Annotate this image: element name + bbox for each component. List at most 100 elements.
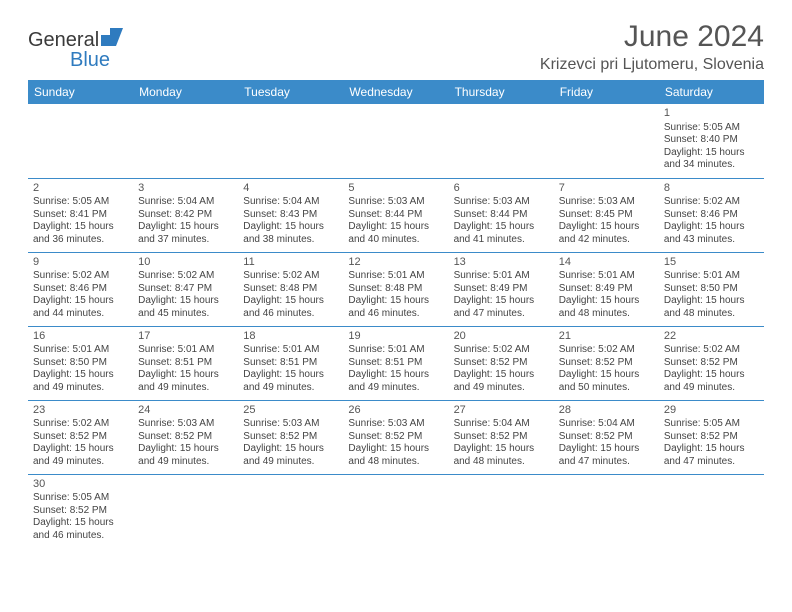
sunset-text: Sunset: 8:48 PM [243, 283, 338, 296]
sunset-text: Sunset: 8:44 PM [454, 209, 549, 222]
sunrise-text: Sunrise: 5:04 AM [559, 418, 654, 431]
weekday-header: Saturday [659, 80, 764, 104]
daylight-text-1: Daylight: 15 hours [559, 295, 654, 308]
sunrise-text: Sunrise: 5:04 AM [454, 418, 549, 431]
calendar-cell-empty [238, 104, 343, 178]
sunrise-text: Sunrise: 5:02 AM [33, 270, 128, 283]
logo-part2: Blue [70, 49, 110, 71]
sunset-text: Sunset: 8:49 PM [454, 283, 549, 296]
calendar-cell: 14Sunrise: 5:01 AMSunset: 8:49 PMDayligh… [554, 252, 659, 326]
sunset-text: Sunset: 8:52 PM [559, 431, 654, 444]
daylight-text-1: Daylight: 15 hours [33, 369, 128, 382]
daylight-text-2: and 50 minutes. [559, 382, 654, 395]
calendar-cell: 29Sunrise: 5:05 AMSunset: 8:52 PMDayligh… [659, 400, 764, 474]
sunrise-text: Sunrise: 5:01 AM [348, 270, 443, 283]
daylight-text-2: and 49 minutes. [664, 382, 759, 395]
daylight-text-2: and 49 minutes. [348, 382, 443, 395]
sunset-text: Sunset: 8:51 PM [138, 357, 233, 370]
daylight-text-2: and 49 minutes. [33, 382, 128, 395]
calendar-cell: 23Sunrise: 5:02 AMSunset: 8:52 PMDayligh… [28, 400, 133, 474]
calendar-cell-empty [28, 104, 133, 178]
calendar-cell: 20Sunrise: 5:02 AMSunset: 8:52 PMDayligh… [449, 326, 554, 400]
calendar-cell: 10Sunrise: 5:02 AMSunset: 8:47 PMDayligh… [133, 252, 238, 326]
logo-mark-icon [101, 28, 123, 50]
day-number: 25 [243, 404, 338, 418]
calendar-row: 30Sunrise: 5:05 AMSunset: 8:52 PMDayligh… [28, 474, 764, 548]
sunrise-text: Sunrise: 5:01 AM [559, 270, 654, 283]
sunrise-text: Sunrise: 5:02 AM [33, 418, 128, 431]
day-number: 17 [138, 330, 233, 344]
calendar-cell: 4Sunrise: 5:04 AMSunset: 8:43 PMDaylight… [238, 178, 343, 252]
daylight-text-1: Daylight: 15 hours [243, 295, 338, 308]
daylight-text-2: and 49 minutes. [138, 456, 233, 469]
calendar-cell: 17Sunrise: 5:01 AMSunset: 8:51 PMDayligh… [133, 326, 238, 400]
sunset-text: Sunset: 8:48 PM [348, 283, 443, 296]
day-number: 3 [138, 182, 233, 196]
sunrise-text: Sunrise: 5:02 AM [664, 196, 759, 209]
day-number: 2 [33, 182, 128, 196]
day-number: 10 [138, 256, 233, 270]
daylight-text-1: Daylight: 15 hours [33, 443, 128, 456]
calendar-cell: 15Sunrise: 5:01 AMSunset: 8:50 PMDayligh… [659, 252, 764, 326]
calendar-cell: 12Sunrise: 5:01 AMSunset: 8:48 PMDayligh… [343, 252, 448, 326]
sunrise-text: Sunrise: 5:03 AM [348, 418, 443, 431]
sunrise-text: Sunrise: 5:05 AM [664, 122, 759, 135]
calendar-cell: 24Sunrise: 5:03 AMSunset: 8:52 PMDayligh… [133, 400, 238, 474]
sunset-text: Sunset: 8:52 PM [454, 357, 549, 370]
calendar-cell-empty [449, 104, 554, 178]
sunrise-text: Sunrise: 5:02 AM [138, 270, 233, 283]
sunset-text: Sunset: 8:47 PM [138, 283, 233, 296]
day-number: 7 [559, 182, 654, 196]
sunset-text: Sunset: 8:40 PM [664, 134, 759, 147]
day-number: 23 [33, 404, 128, 418]
calendar-cell: 21Sunrise: 5:02 AMSunset: 8:52 PMDayligh… [554, 326, 659, 400]
sunrise-text: Sunrise: 5:04 AM [138, 196, 233, 209]
daylight-text-1: Daylight: 15 hours [138, 369, 233, 382]
daylight-text-2: and 46 minutes. [243, 308, 338, 321]
sunrise-text: Sunrise: 5:02 AM [243, 270, 338, 283]
sunset-text: Sunset: 8:46 PM [33, 283, 128, 296]
sunset-text: Sunset: 8:51 PM [243, 357, 338, 370]
calendar-cell: 16Sunrise: 5:01 AMSunset: 8:50 PMDayligh… [28, 326, 133, 400]
daylight-text-2: and 49 minutes. [138, 382, 233, 395]
day-number: 6 [454, 182, 549, 196]
daylight-text-1: Daylight: 15 hours [33, 295, 128, 308]
day-number: 11 [243, 256, 338, 270]
daylight-text-1: Daylight: 15 hours [243, 369, 338, 382]
daylight-text-2: and 45 minutes. [138, 308, 233, 321]
sunrise-text: Sunrise: 5:01 AM [664, 270, 759, 283]
calendar-cell: 3Sunrise: 5:04 AMSunset: 8:42 PMDaylight… [133, 178, 238, 252]
day-number: 19 [348, 330, 443, 344]
calendar-cell-empty [133, 104, 238, 178]
sunrise-text: Sunrise: 5:03 AM [243, 418, 338, 431]
daylight-text-2: and 49 minutes. [243, 456, 338, 469]
daylight-text-2: and 44 minutes. [33, 308, 128, 321]
calendar-cell: 26Sunrise: 5:03 AMSunset: 8:52 PMDayligh… [343, 400, 448, 474]
daylight-text-1: Daylight: 15 hours [559, 443, 654, 456]
daylight-text-2: and 48 minutes. [664, 308, 759, 321]
sunset-text: Sunset: 8:52 PM [664, 357, 759, 370]
weekday-header: Wednesday [343, 80, 448, 104]
daylight-text-2: and 36 minutes. [33, 234, 128, 247]
day-number: 22 [664, 330, 759, 344]
daylight-text-1: Daylight: 15 hours [33, 517, 128, 530]
weekday-header: Tuesday [238, 80, 343, 104]
sunset-text: Sunset: 8:43 PM [243, 209, 338, 222]
calendar-cell: 25Sunrise: 5:03 AMSunset: 8:52 PMDayligh… [238, 400, 343, 474]
daylight-text-2: and 49 minutes. [243, 382, 338, 395]
calendar-cell: 7Sunrise: 5:03 AMSunset: 8:45 PMDaylight… [554, 178, 659, 252]
month-year: June 2024 [540, 20, 764, 54]
daylight-text-1: Daylight: 15 hours [243, 443, 338, 456]
sunset-text: Sunset: 8:49 PM [559, 283, 654, 296]
daylight-text-1: Daylight: 15 hours [348, 295, 443, 308]
sunrise-text: Sunrise: 5:01 AM [348, 344, 443, 357]
sunset-text: Sunset: 8:46 PM [664, 209, 759, 222]
sunrise-text: Sunrise: 5:03 AM [454, 196, 549, 209]
daylight-text-1: Daylight: 15 hours [454, 221, 549, 234]
day-number: 21 [559, 330, 654, 344]
daylight-text-1: Daylight: 15 hours [559, 221, 654, 234]
calendar-row: 16Sunrise: 5:01 AMSunset: 8:50 PMDayligh… [28, 326, 764, 400]
sunrise-text: Sunrise: 5:02 AM [454, 344, 549, 357]
daylight-text-1: Daylight: 15 hours [664, 443, 759, 456]
logo-part1: General [28, 29, 99, 51]
